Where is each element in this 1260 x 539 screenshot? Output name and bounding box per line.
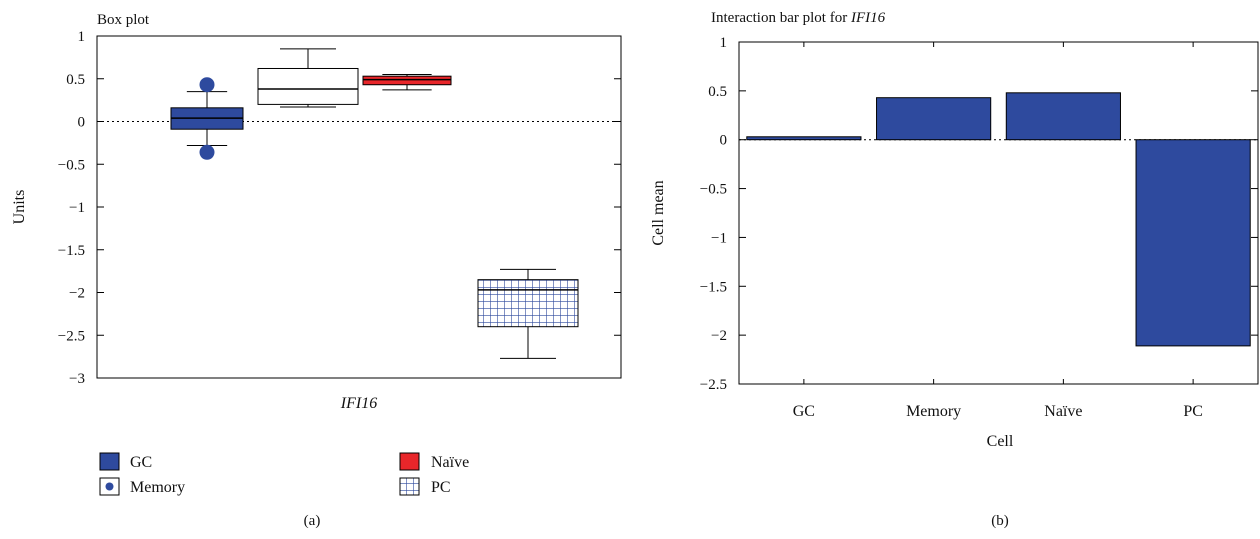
legend-item-memory: Memory [99,477,185,496]
bar-plot-bars [746,92,1251,347]
legend-item-pc: PC [399,477,451,496]
legend-swatch-gc [99,452,120,471]
box-iqr [477,279,579,328]
y-tick-label: −2 [711,328,727,344]
y-tick-label: −2.5 [700,377,727,393]
box-plot-x-label: IFI16 [340,395,377,412]
y-tick-label: 0.5 [708,84,727,100]
box-iqr [362,75,452,86]
box-plot-legend: GC Memory Naïve PC [99,452,469,496]
box-plot-y-label: Units [11,190,28,225]
y-tick-label: −2 [69,286,85,302]
panel-label-a: (a) [304,513,321,529]
bar-plot-y-label: Cell mean [650,180,667,245]
bar-naive [1005,92,1121,141]
legend-item-gc: GC [99,452,152,471]
legend-label-gc: GC [130,454,152,471]
y-tick-label: −0.5 [700,182,727,198]
bar-plot-x-axis: GC Memory Naïve PC [793,42,1203,420]
y-tick-label: 1 [720,35,728,51]
y-tick-label: −1.5 [700,279,727,295]
outlier-point [199,77,215,93]
legend-swatch-memory-dot [105,482,114,491]
box-plot-title: Box plot [97,12,150,28]
legend-label-naive: Naïve [431,454,469,471]
y-tick-label: 0 [78,115,86,131]
bar-gc [746,136,862,141]
box-iqr [257,67,359,105]
y-tick-label: −3 [69,371,85,387]
bar-pc [1135,139,1251,347]
box-plot-boxes [170,48,579,359]
y-tick-label: −1.5 [58,243,85,259]
legend-swatch-naive [399,452,420,471]
y-tick-label: −1 [69,200,85,216]
panel-label-b: (b) [991,513,1009,529]
y-tick-label: 0.5 [66,72,85,88]
legend-label-pc: PC [431,479,451,496]
legend-swatch-pc [399,477,420,496]
bar-plot-title: Interaction bar plot for IFI16 [711,10,886,26]
x-tick-label-pc: PC [1183,403,1203,420]
y-tick-label: 0 [720,133,728,149]
y-tick-label: −1 [711,230,727,246]
bar-plot-frame [738,41,1259,385]
box-naive [362,73,452,91]
y-tick-label: 1 [78,29,86,45]
bar-plot-panel: Interaction bar plot for IFI16 1 0.5 0 −0.5… [650,10,1259,529]
bar-plot-title-gene: IFI16 [850,10,886,26]
box-memory [257,48,359,108]
y-tick-label: −2.5 [58,328,85,344]
bar-memory [876,97,992,141]
legend-label-memory: Memory [130,479,185,496]
box-gc [170,77,244,160]
x-tick-label-naive: Naïve [1044,403,1082,420]
bar-plot-x-label: Cell [987,433,1014,450]
y-tick-label: −0.5 [58,157,85,173]
box-plot-y-axis: 1 0.5 0 −0.5 −1 −1.5 −2 −2.5 −3 [58,29,621,387]
x-tick-label-gc: GC [793,403,815,420]
x-tick-label-memory: Memory [906,403,961,420]
box-pc [477,268,579,359]
outlier-point [199,144,215,160]
legend-item-naive: Naïve [399,452,469,471]
box-plot-panel: Box plot 1 0.5 0 −0.5 −1 −1.5 −2 −2.5 −3 Units I… [11,12,622,529]
bar-plot-y-axis: 1 0.5 0 −0.5 −1 −1.5 −2 −2.5 [700,35,1258,393]
bar-plot-title-prefix: Interaction bar plot for [711,10,851,26]
